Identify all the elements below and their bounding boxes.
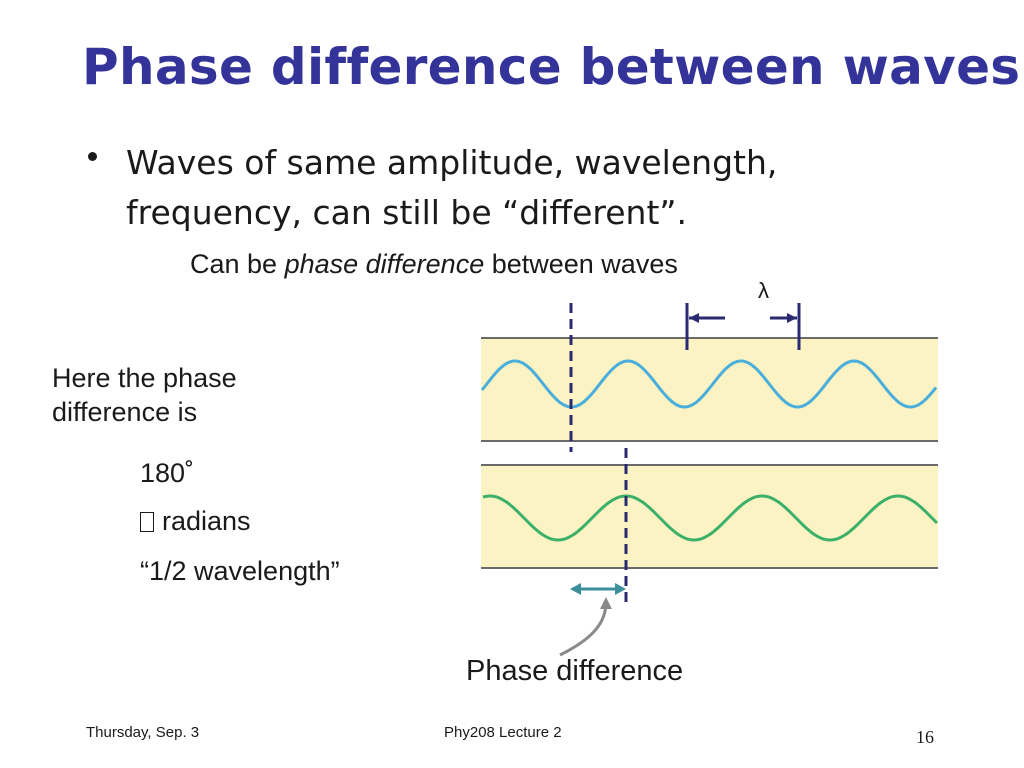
- footer-course: Phy208 Lecture 2: [444, 724, 562, 741]
- phase-difference-caption: Phase difference: [466, 655, 684, 687]
- caption-pointer-head: [600, 597, 612, 609]
- lambda-label: λ: [758, 278, 769, 303]
- blue-wave: [480, 359, 938, 409]
- wavelength-value: “1/2 wavelength”: [140, 556, 340, 586]
- lambda-left-arrowhead: [689, 313, 699, 323]
- footer-date: Thursday, Sep. 3: [86, 724, 200, 741]
- phase-diff-arrowhead-right: [615, 583, 626, 595]
- bullet-text: Waves of same amplitude, wavelength, fre…: [126, 143, 778, 232]
- degrees-value: 180˚: [140, 458, 195, 488]
- radians-value: radians: [140, 506, 251, 537]
- subline-prefix: Can be: [190, 249, 285, 279]
- missing-glyph-box: [140, 512, 154, 532]
- lambda-right-arrowhead: [787, 313, 797, 323]
- bullet-dot: [88, 152, 97, 161]
- green-wave: [482, 494, 939, 542]
- phase-subline: Can be phase difference between waves: [190, 249, 678, 280]
- subline-suffix: between waves: [484, 249, 678, 279]
- phase-diff-arrowhead-left: [570, 583, 581, 595]
- slide-title: Phase difference between waves: [82, 38, 1021, 96]
- subline-emphasis: phase difference: [284, 249, 485, 279]
- caption-pointer: [559, 603, 608, 657]
- phase-text: Here the phase difference is: [52, 363, 237, 427]
- bottom-wave-band: [481, 465, 938, 568]
- radians-label: radians: [162, 506, 251, 536]
- page-number: 16: [916, 727, 934, 747]
